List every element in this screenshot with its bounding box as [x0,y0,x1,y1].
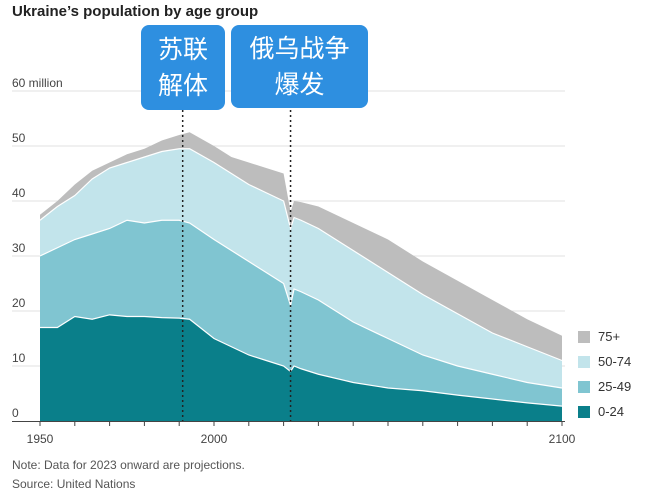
annotation-soviet-collapse: 苏联 解体 [141,25,225,110]
source: Source: United Nations [12,477,136,491]
y-tick-label: 50 [12,131,26,145]
legend-label: 75+ [598,329,621,344]
legend-item-50-74: 50-74 [578,349,631,374]
area-0-24 [40,314,562,421]
annotation-line: 苏联 [157,34,208,64]
y-unit-label: 60 million [12,76,63,90]
x-tick-label: 2000 [201,432,228,446]
series-boundary [40,314,563,407]
legend-item-0-24: 0-24 [578,399,631,424]
note: Note: Data for 2023 onward are projectio… [12,458,245,472]
y-tick-label: 10 [12,351,26,365]
area-75+ [40,132,562,361]
area-50-74 [40,148,562,388]
legend-item-25-49: 25-49 [578,374,631,399]
area-25-49 [40,220,562,407]
annotation-line: 俄乌战争 [249,33,350,63]
legend-swatch [578,355,590,368]
annotation-war-outbreak: 俄乌战争 爆发 [231,25,368,108]
y-tick-label: 40 [12,186,26,200]
legend-swatch [578,380,590,393]
legend: 75+ 50-74 25-49 0-24 [578,324,631,424]
annotation-line: 爆发 [274,69,325,99]
legend-swatch [578,330,590,343]
annotation-line: 解体 [157,70,208,100]
legend-item-75plus: 75+ [578,324,631,349]
legend-label: 25-49 [598,379,632,394]
y-tick-label: 30 [12,241,26,255]
legend-label: 0-24 [598,404,625,419]
chart-title: Ukraine’s population by age group [12,3,259,20]
x-tick-label: 1950 [27,432,54,446]
y-tick-label: 0 [12,406,19,420]
legend-label: 50-74 [598,354,632,369]
series-boundary [39,148,563,362]
x-tick-label: 2100 [549,432,576,446]
y-tick-label: 20 [12,296,26,310]
legend-swatch [578,405,590,418]
series-boundary [39,219,563,389]
